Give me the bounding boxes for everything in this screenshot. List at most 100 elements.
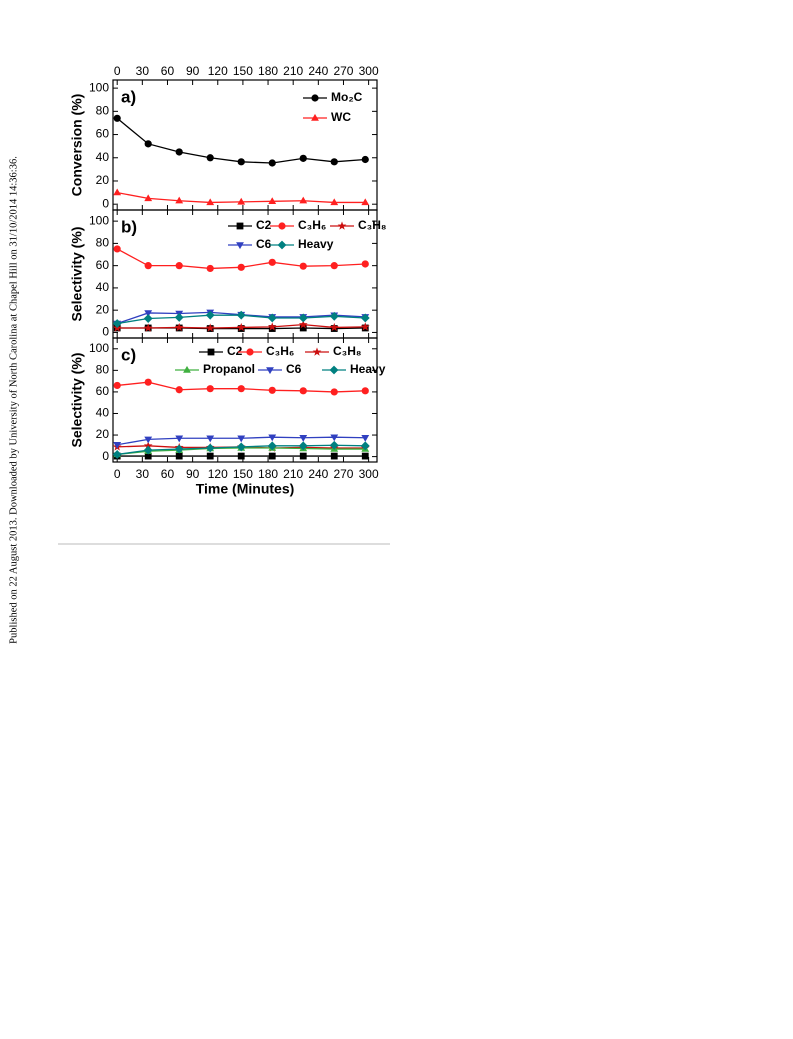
- marker: [205, 310, 215, 320]
- marker: [144, 378, 152, 386]
- marker: [237, 385, 245, 393]
- marker: [144, 310, 153, 318]
- legend-label: C2: [256, 218, 272, 232]
- legend-marker: [311, 113, 319, 121]
- marker: [298, 320, 308, 329]
- marker: [268, 434, 277, 442]
- y-axis-title: Selectivity (%): [69, 227, 85, 322]
- legend-label: Propanol: [203, 362, 255, 376]
- x-tick-label: 270: [333, 467, 353, 481]
- marker: [113, 442, 122, 449]
- marker: [330, 158, 338, 166]
- x-tick-label: 30: [136, 64, 150, 78]
- y-axis-title: Selectivity (%): [69, 353, 85, 448]
- legend-label: Heavy: [350, 362, 386, 376]
- marker: [144, 140, 152, 148]
- marker: [174, 322, 184, 332]
- legend-marker: [207, 348, 215, 356]
- marker: [113, 188, 122, 196]
- marker: [237, 197, 246, 205]
- legend-marker: [329, 365, 339, 375]
- legend-label: WC: [331, 110, 351, 124]
- marker: [360, 441, 370, 451]
- x-tick-label: 180: [258, 64, 278, 78]
- x-tick-label: 0: [114, 467, 121, 481]
- y-tick-label: 80: [96, 104, 110, 118]
- y-tick-label: 0: [102, 449, 109, 463]
- legend-label: C6: [256, 237, 272, 251]
- x-axis-title: Time (Minutes): [196, 481, 295, 497]
- marker: [205, 323, 215, 332]
- series-line: [116, 117, 366, 164]
- legend-label: C2: [227, 344, 243, 358]
- y-tick-label: 60: [96, 127, 110, 141]
- marker: [267, 441, 277, 451]
- x-tick-label: 90: [186, 64, 200, 78]
- marker: [268, 452, 276, 460]
- marker: [330, 198, 339, 206]
- x-tick-label: 60: [161, 467, 175, 481]
- marker: [236, 310, 246, 320]
- y-tick-label: 20: [96, 173, 110, 187]
- marker: [299, 262, 307, 270]
- legend-label: C₃H₆: [298, 218, 326, 232]
- marker: [175, 435, 184, 443]
- panel-label: c): [121, 345, 136, 364]
- x-tick-label: 210: [283, 64, 303, 78]
- marker: [268, 258, 276, 266]
- marker: [206, 452, 214, 460]
- legend-marker: [337, 221, 347, 230]
- marker: [237, 158, 245, 166]
- marker: [329, 311, 339, 321]
- y-tick-label: 60: [96, 258, 110, 272]
- marker: [113, 114, 121, 122]
- y-tick-label: 0: [102, 196, 109, 210]
- x-tick-label: 240: [308, 64, 328, 78]
- x-tick-label: 60: [161, 64, 175, 78]
- marker: [206, 154, 214, 162]
- marker: [175, 196, 184, 204]
- marker: [361, 260, 369, 268]
- marker: [174, 312, 184, 322]
- y-tick-label: 0: [102, 325, 109, 339]
- marker: [330, 262, 338, 270]
- marker: [144, 262, 152, 270]
- legend-marker: [246, 348, 254, 356]
- marker: [299, 154, 307, 162]
- marker: [237, 452, 245, 460]
- marker: [113, 381, 121, 390]
- marker: [361, 435, 370, 442]
- marker: [236, 322, 246, 332]
- legend-marker: [277, 240, 287, 250]
- marker: [268, 197, 277, 205]
- y-tick-label: 20: [96, 302, 110, 316]
- x-tick-label: 150: [233, 64, 253, 78]
- legend-marker: [236, 242, 244, 250]
- x-tick-label: 120: [208, 64, 228, 78]
- marker: [299, 196, 308, 204]
- legend-label: C₃H₆: [266, 344, 294, 358]
- legend-marker: [311, 94, 319, 102]
- panel-label: a): [121, 87, 136, 106]
- marker: [299, 435, 308, 442]
- marker: [144, 436, 153, 444]
- legend-label: C₃H₈: [358, 218, 387, 232]
- x-tick-label: 150: [233, 467, 253, 481]
- legend-marker: [266, 367, 274, 375]
- marker: [144, 194, 153, 202]
- marker: [299, 387, 307, 395]
- x-tick-label: 90: [186, 467, 200, 481]
- marker: [143, 441, 153, 450]
- panel-label: b): [121, 217, 137, 236]
- legend-marker: [183, 365, 191, 373]
- marker: [361, 198, 370, 206]
- x-tick-label: 180: [258, 467, 278, 481]
- legend-label: C6: [286, 362, 302, 376]
- marker: [361, 387, 369, 395]
- marker: [113, 245, 121, 253]
- marker: [175, 148, 183, 156]
- marker: [206, 385, 214, 393]
- marker: [112, 450, 122, 459]
- marker: [298, 441, 308, 451]
